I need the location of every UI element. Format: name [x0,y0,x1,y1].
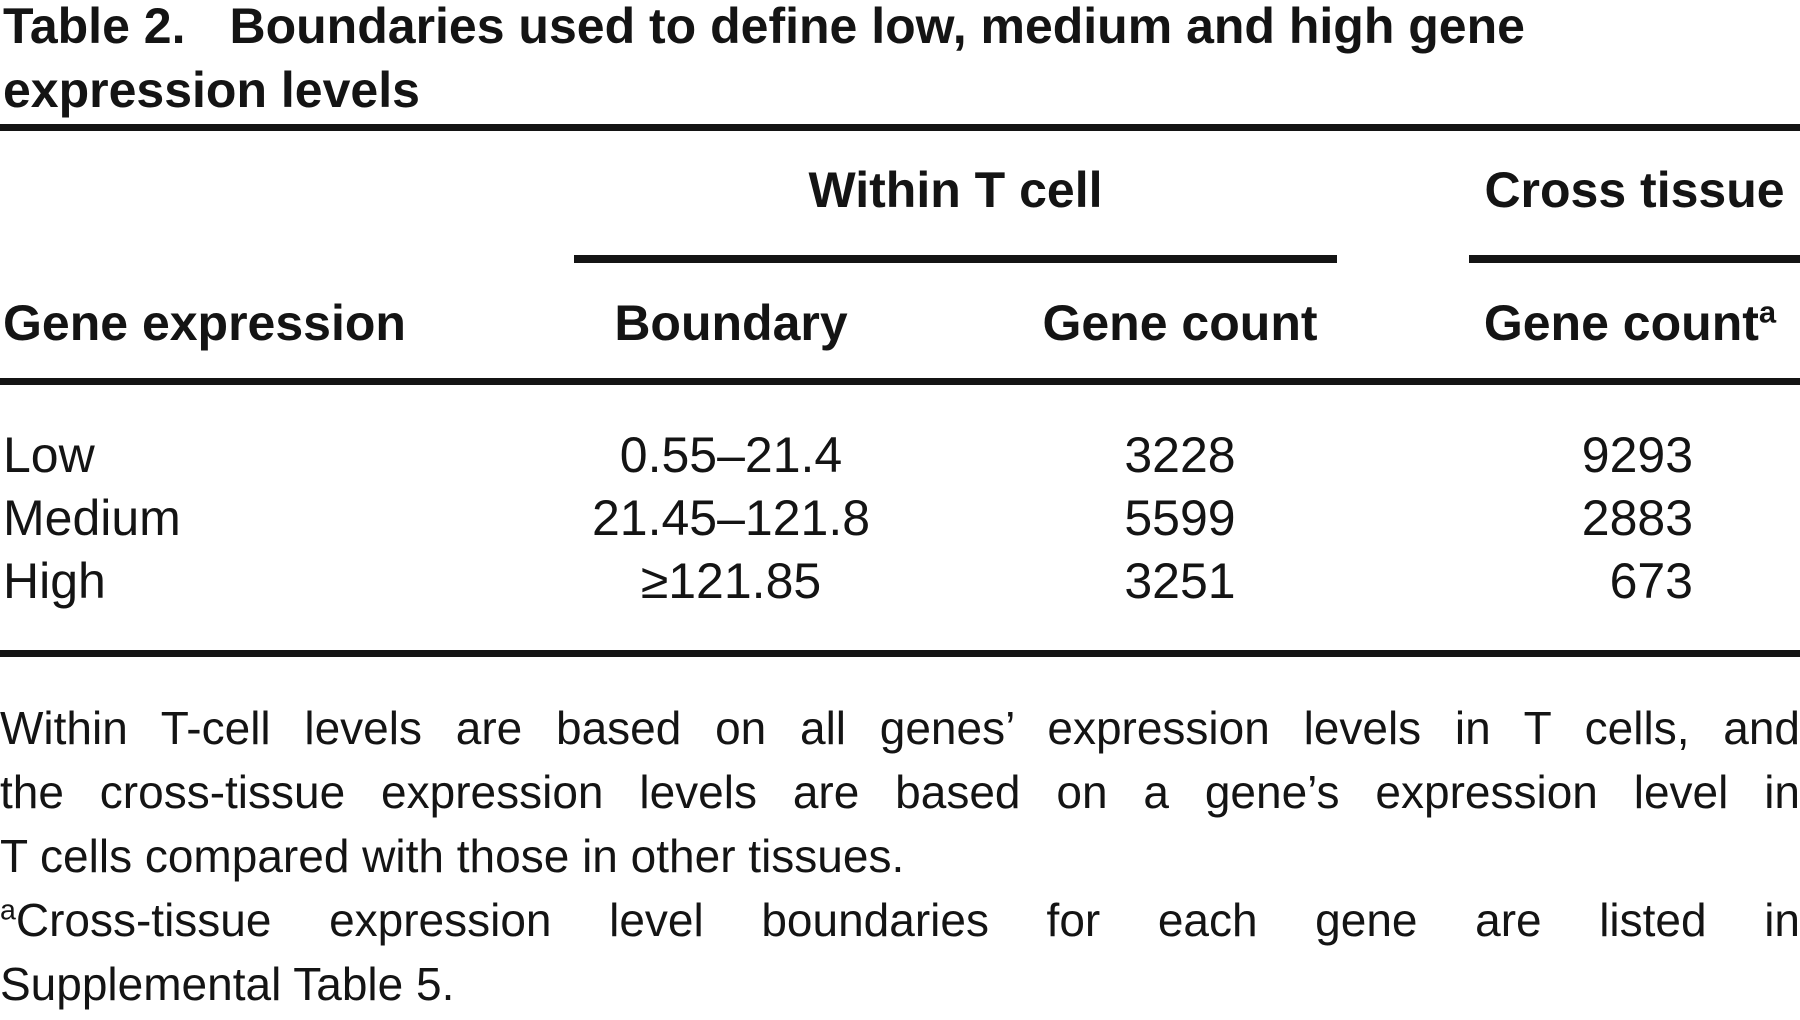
row-cross-count-cell: 2883 [1581,490,1693,546]
header-rule [0,378,1800,385]
table-bottom-rule [0,650,1800,657]
footnote-marker-superscript: a [0,894,16,927]
spanner-cross-tissue: Cross tissue [1484,162,1785,218]
footnote-line: aCross-tissue expression level boundarie… [0,888,1800,952]
table-row: Medium 21.45–121.8 5599 2883 [0,487,1800,549]
spanner-rule-within [574,255,1337,263]
spanner-rule-cross [1469,255,1800,263]
row-cross-count-cell: 9293 [1581,427,1693,483]
footnote-marker-superscript: a [1758,294,1777,330]
table-row: Low 0.55–21.4 3228 9293 [0,424,1800,486]
row-within-count-cell: 5599 [1124,490,1236,546]
footnote-line: the cross-tissue expression levels are b… [0,766,1800,818]
table-row: High ≥121.85 3251 673 [0,550,1800,612]
row-within-count-cell: 3228 [1124,427,1236,483]
table-top-rule [0,124,1800,131]
row-cross-count-cell: 673 [1609,553,1693,609]
row-boundary-cell: 21.45–121.8 [591,490,871,546]
footnote-line: Supplemental Table 5. [0,958,455,1010]
table-caption: Table 2. Boundaries used to define low, m… [3,0,1800,122]
table-caption-line2: expression levels [3,62,420,118]
col-header-gene-expression: Gene expression [3,295,406,351]
row-within-count-cell: 3251 [1124,553,1236,609]
row-level-cell: Low [3,427,95,483]
row-boundary-cell: 0.55–21.4 [619,427,843,483]
col-header-gene-count-cross: Gene counta [1483,294,1777,351]
table-caption-line1: Table 2. Boundaries used to define low, m… [3,0,1800,58]
row-level-cell: Medium [3,490,181,546]
table-footnotes: Within T-cell levels are based on all ge… [0,696,1800,1016]
col-header-boundary: Boundary [614,295,848,351]
spanner-within-t-cell: Within T cell [808,162,1103,218]
table-number-label: Table 2. [3,0,186,54]
col-header-gene-count-within: Gene count [1042,295,1318,351]
row-level-cell: High [3,553,106,609]
table-caption-text: Boundaries used to define low, medium an… [229,0,1525,54]
row-boundary-cell: ≥121.85 [640,553,822,609]
footnote-text: Cross-tissue expression level boundaries… [15,894,1800,946]
footnote-line: Within T-cell levels are based on all ge… [0,702,1800,754]
footnote-line: T cells compared with those in other tis… [0,830,905,882]
